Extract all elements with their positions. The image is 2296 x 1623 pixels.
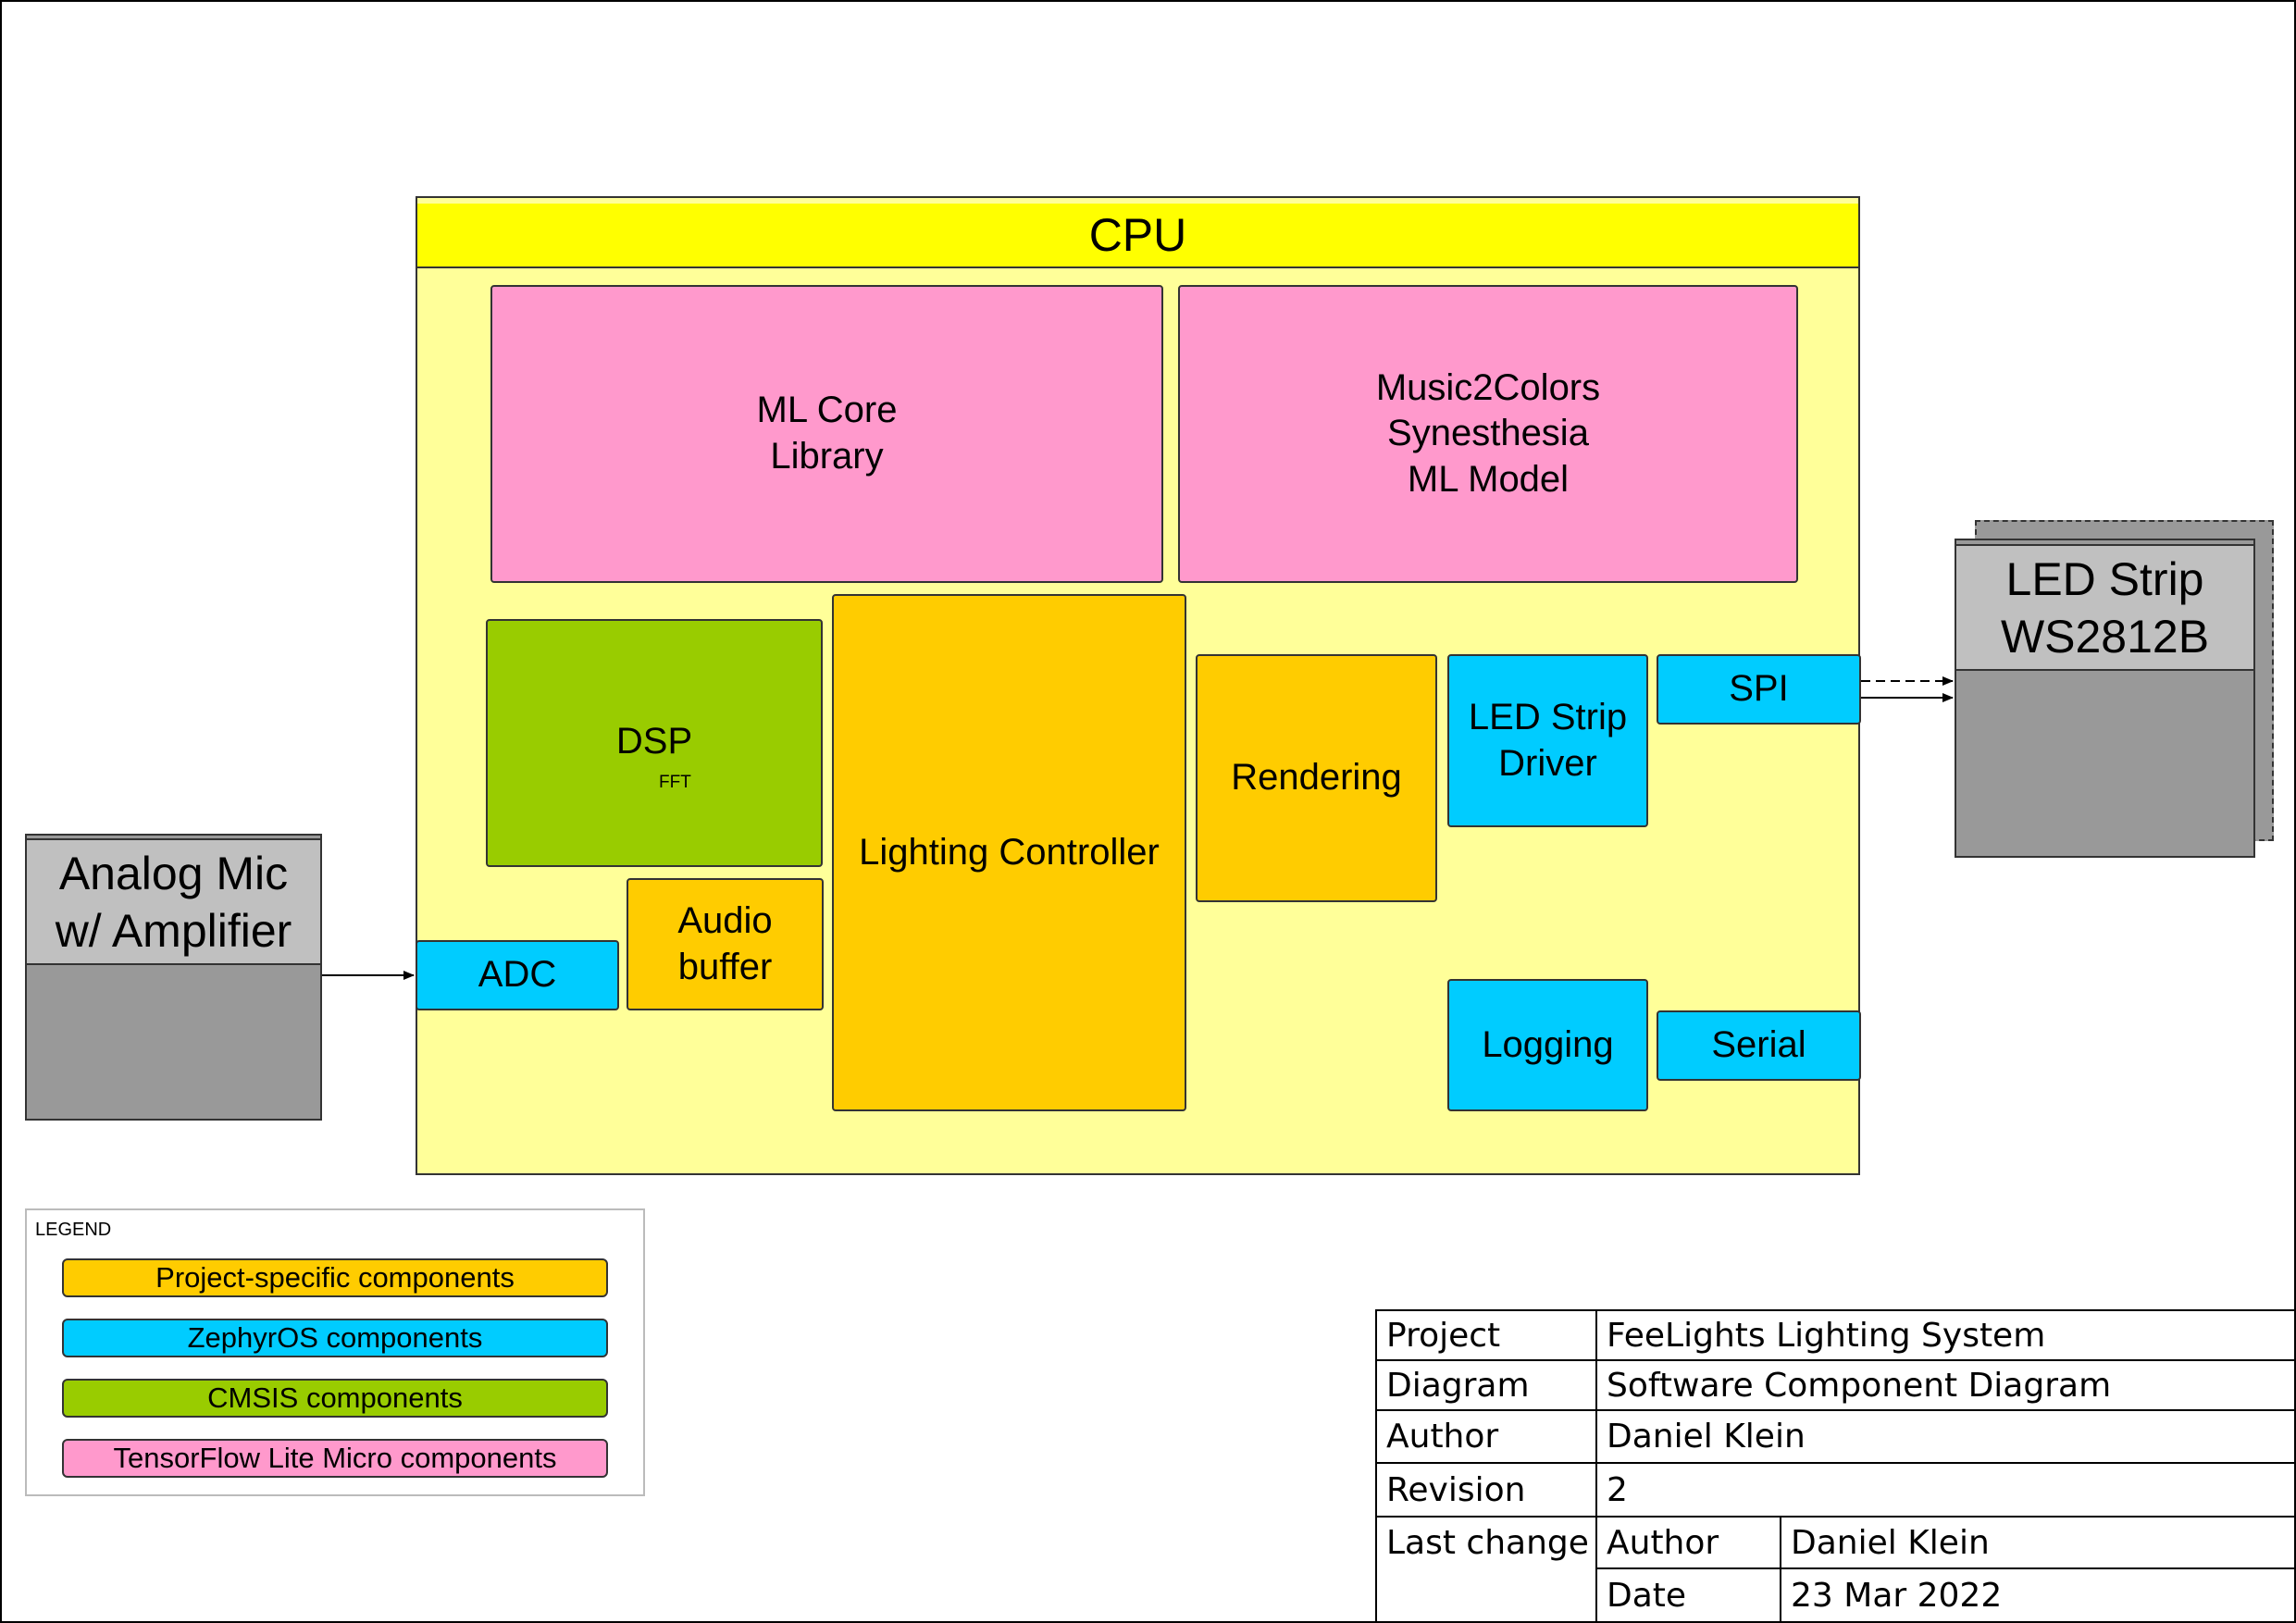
tb-diagram-value: Software Component Diagram: [1607, 1366, 2112, 1405]
analog-mic-device: Analog Mic w/ Amplifier: [25, 834, 322, 1121]
tb-last-change-author-value: Daniel Klein: [1791, 1523, 1990, 1562]
logging-block: Logging: [1447, 979, 1648, 1111]
legend-item-tflite-micro: TensorFlow Lite Micro components: [62, 1439, 608, 1478]
tb-diagram-label: Diagram: [1386, 1366, 1530, 1405]
tb-last-change-author-label: Author: [1607, 1523, 1719, 1562]
led-strip-device: LED Strip WS2812B: [1955, 539, 2255, 858]
tb-date-value: 23 Mar 2022: [1791, 1576, 2003, 1615]
tb-revision-value: 2: [1607, 1470, 1628, 1509]
audio-buffer-block: Audio buffer: [627, 878, 824, 1010]
adc-block: ADC: [416, 940, 619, 1010]
serial-block: Serial: [1657, 1010, 1861, 1081]
tb-revision-label: Revision: [1386, 1470, 1526, 1509]
tb-project-value: FeeLights Lighting System: [1607, 1316, 2046, 1355]
spi-block: SPI: [1657, 654, 1861, 725]
legend-item-cmsis: CMSIS components: [62, 1379, 608, 1418]
analog-mic-label: Analog Mic w/ Amplifier: [27, 840, 320, 965]
legend-item-project-specific: Project-specific components: [62, 1258, 608, 1297]
legend-title: LEGEND: [35, 1220, 112, 1240]
legend-box: LEGEND Project-specific components Zephy…: [25, 1208, 645, 1496]
tb-author-value: Daniel Klein: [1607, 1418, 1806, 1456]
dsp-block: DSP FFT: [486, 619, 823, 867]
legend-item-zephyros: ZephyrOS components: [62, 1319, 608, 1357]
title-block: Project FeeLights Lighting System Diagra…: [1375, 1309, 2296, 1623]
led-strip-label: LED Strip WS2812B: [1956, 546, 2253, 671]
music2colors-model-block: Music2Colors Synesthesia ML Model: [1178, 285, 1798, 583]
cpu-title: CPU: [417, 204, 1858, 268]
tb-project-label: Project: [1386, 1316, 1501, 1355]
ml-core-library-block: ML Core Library: [490, 285, 1163, 583]
tb-last-change-label: Last change: [1386, 1523, 1589, 1562]
dsp-label: DSP: [615, 721, 693, 762]
rendering-block: Rendering: [1196, 654, 1437, 902]
tb-author-label: Author: [1386, 1418, 1499, 1456]
lighting-controller-block: Lighting Controller: [832, 594, 1186, 1111]
led-strip-driver-block: LED Strip Driver: [1447, 654, 1648, 827]
dsp-fft-label: FFT: [659, 773, 691, 792]
tb-date-label: Date: [1607, 1576, 1687, 1615]
